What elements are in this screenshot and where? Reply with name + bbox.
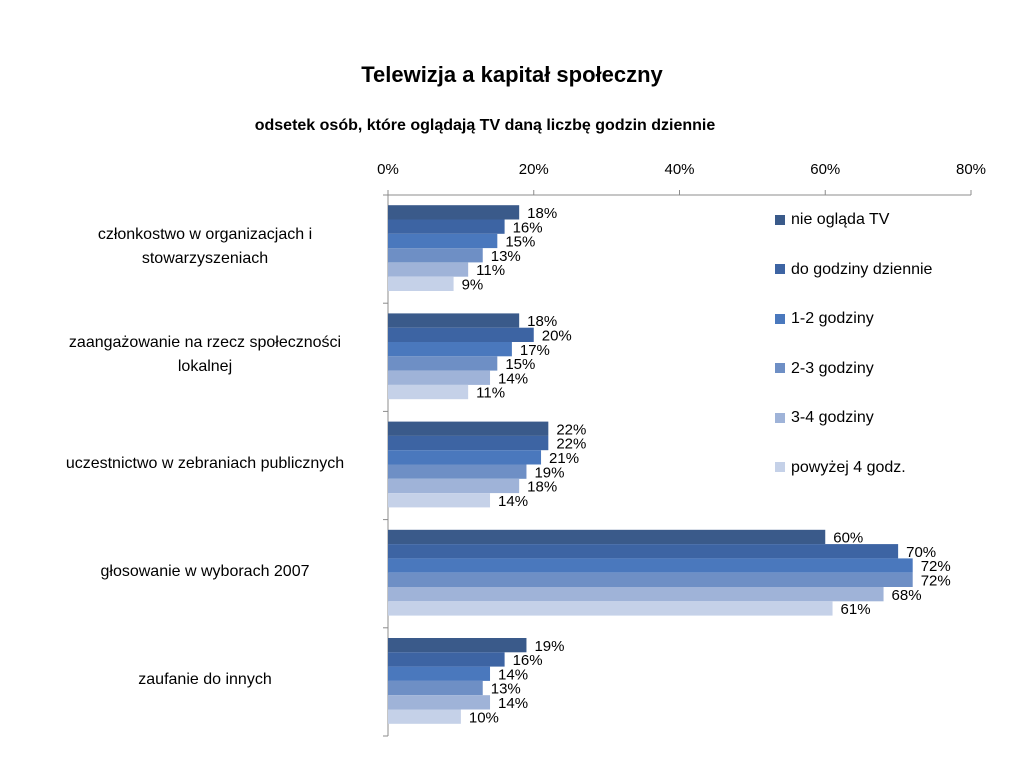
bar-value-label: 11% <box>476 385 505 402</box>
bar <box>388 587 884 602</box>
category-label: zaufanie do innych <box>138 670 272 688</box>
bar <box>388 205 520 220</box>
bar <box>388 601 833 616</box>
bar-value-label: 19% <box>534 638 564 655</box>
bar <box>388 709 461 724</box>
legend-label: 1-2 godziny <box>791 310 874 327</box>
bar-value-label: 15% <box>505 234 535 251</box>
legend-swatch <box>775 412 785 423</box>
legend-item: nie ogląda TV <box>775 211 889 229</box>
bar <box>388 680 483 696</box>
legend-item: powyżej 4 godz. <box>775 459 906 477</box>
legend-label: powyżej 4 godz. <box>791 458 906 476</box>
legend-item: 3-4 godziny <box>775 409 874 427</box>
bar-value-label: 72% <box>921 558 951 575</box>
bar-value-label: 68% <box>892 587 922 604</box>
legend-swatch <box>775 313 785 324</box>
bar <box>388 356 498 371</box>
bar-value-label: 13% <box>491 248 521 265</box>
bar-value-label: 61% <box>841 601 871 618</box>
bar-value-label: 22% <box>556 436 586 453</box>
legend-swatch <box>775 462 785 473</box>
bar <box>388 313 520 328</box>
bar-value-label: 14% <box>498 493 528 510</box>
bar <box>388 450 542 465</box>
chart-subtitle: odsetek osób, które oglądają TV daną lic… <box>254 117 716 134</box>
bar <box>388 666 491 681</box>
x-tick-label: 60% <box>810 161 840 178</box>
legend-item: 1-2 godziny <box>775 310 874 328</box>
bar-value-label: 15% <box>505 356 535 373</box>
bar-value-label: 13% <box>491 681 521 698</box>
bar-value-label: 11% <box>476 262 505 279</box>
x-tick-label: 40% <box>664 161 694 178</box>
bar-value-label: 18% <box>527 205 557 222</box>
x-tick-label: 20% <box>519 161 549 178</box>
bar <box>388 262 469 277</box>
bar <box>388 464 527 479</box>
bar-value-label: 16% <box>513 652 543 669</box>
category-label: zaangażowanie na rzecz społeczności loka… <box>68 334 342 376</box>
bar <box>388 544 899 559</box>
legend-label: do godziny dziennie <box>791 260 933 278</box>
bar-value-label: 18% <box>527 479 557 496</box>
bar-value-label: 72% <box>921 573 951 590</box>
x-tick-label: 80% <box>956 161 986 178</box>
bar-value-label: 20% <box>542 328 572 345</box>
legend-swatch <box>775 264 785 275</box>
bar-value-label: 14% <box>498 370 528 387</box>
bar <box>388 233 498 249</box>
bar-value-label: 16% <box>513 219 543 236</box>
bar-value-label: 14% <box>498 695 528 712</box>
category-label: członkostwo w organizacjach i stowarzysz… <box>97 226 313 268</box>
bar-value-label: 18% <box>527 313 557 330</box>
bar <box>388 219 505 234</box>
category-label: głosowanie w wyborach 2007 <box>100 562 310 580</box>
bar <box>388 342 512 357</box>
bar <box>388 370 491 385</box>
category-label: uczestnictwo w zebraniach publicznych <box>65 454 345 472</box>
bar-value-label: 10% <box>469 709 499 726</box>
bar-value-label: 21% <box>549 450 579 467</box>
bar <box>388 421 549 436</box>
x-tick-label: 0% <box>377 161 399 178</box>
bar <box>388 435 549 451</box>
bar <box>388 276 454 291</box>
bar <box>388 327 534 342</box>
bar <box>388 638 527 653</box>
chart-title: Telewizja a kapitał społeczny <box>361 62 663 87</box>
legend-label: 3-4 godziny <box>791 409 874 426</box>
legend-label: 2-3 godziny <box>791 359 874 377</box>
bar <box>388 478 520 494</box>
legend-item: do godziny dziennie <box>775 261 932 279</box>
bar-value-label: 70% <box>906 544 936 561</box>
bar <box>388 572 913 587</box>
bar <box>388 248 483 263</box>
bar-value-label: 9% <box>462 277 484 294</box>
legend-swatch <box>775 214 785 225</box>
bar <box>388 384 469 400</box>
bar-value-label: 17% <box>520 342 550 359</box>
bar-value-label: 60% <box>833 530 863 547</box>
bar-value-label: 14% <box>498 666 528 683</box>
bar-value-label: 19% <box>534 464 564 481</box>
bar <box>388 652 505 667</box>
legend-label: nie ogląda TV <box>791 211 890 228</box>
legend-item: 2-3 godziny <box>775 360 874 378</box>
bar-value-label: 22% <box>556 421 586 438</box>
bar <box>388 529 826 545</box>
legend-swatch <box>775 363 785 374</box>
bar <box>388 493 491 508</box>
bar <box>388 695 491 710</box>
bar <box>388 558 913 573</box>
